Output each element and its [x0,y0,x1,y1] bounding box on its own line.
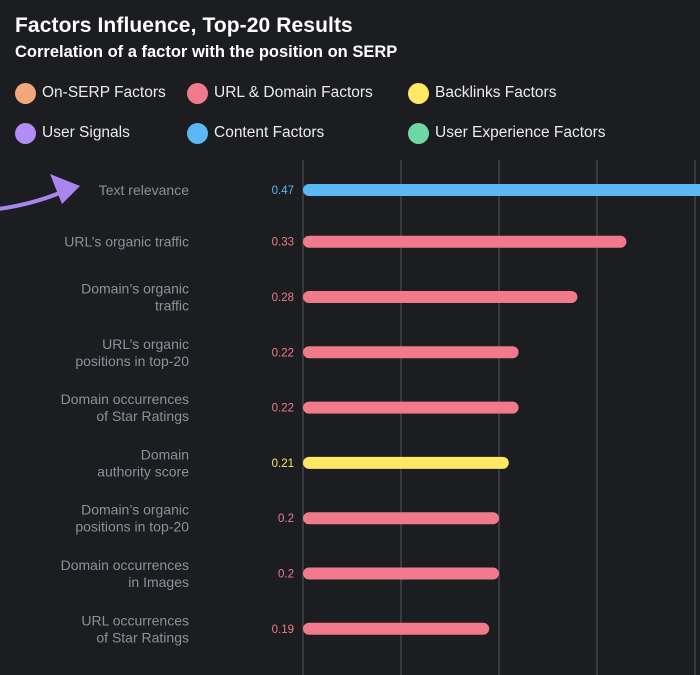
value-label: 0.21 [272,458,294,470]
category-label: Domain’s organic [81,281,189,297]
legend-item-content: Content Factors [187,122,324,144]
category-label: authority score [97,463,189,479]
category-label: Text relevance [99,182,189,198]
bar [303,456,509,469]
legend-label-content: Content Factors [214,124,325,141]
category-label: Domain’s organic [81,502,189,518]
value-label: 0.2 [278,513,294,525]
category-label: positions in top-20 [75,519,189,535]
bar [303,291,578,303]
category-label: traffic [155,298,189,314]
chart-subtitle: Correlation of a factor with the positio… [15,43,398,61]
bar [303,184,700,196]
bar [303,346,519,359]
bar [303,567,499,580]
value-label: 0.2 [278,569,294,581]
category-label: URL’s organic traffic [64,234,189,250]
chart-title: Factors Influence, Top-20 Results [15,14,353,37]
bar [303,512,499,525]
legend-label-on-serp: On-SERP Factors [42,84,166,101]
category-label: of Star Ratings [96,408,189,424]
legend-item-url-domain: URL & Domain Factors [187,82,373,104]
legend-label-user-signals: User Signals [42,124,130,141]
value-label: 0.22 [272,403,294,415]
value-label: 0.47 [272,185,294,197]
legend-label-backlinks: Backlinks Factors [435,84,557,101]
legend-swatch-on-serp [15,82,36,104]
category-label: Domain occurrences [61,391,189,407]
bar [303,622,490,635]
value-label: 0.22 [272,347,294,359]
highlight-arrow [0,174,80,211]
arrow-head [50,174,80,204]
legend-swatch-backlinks [408,82,429,104]
category-label: in Images [128,574,189,590]
value-label: 0.33 [272,237,294,249]
bar [303,401,519,414]
category-label: Domain [141,446,189,462]
legend-swatch-user-experience [408,122,429,144]
category-label: URL’s organic [102,336,189,352]
bar [303,235,627,248]
legend-swatch-content [187,122,208,144]
legend-swatch-user-signals [15,122,36,144]
category-label: positions in top-20 [75,353,189,369]
legend-label-url-domain: URL & Domain Factors [214,84,373,101]
legend-item-user-signals: User Signals [15,122,130,144]
category-label: of Star Ratings [96,629,189,645]
category-label: Domain occurrences [61,557,189,573]
value-label: 0.28 [272,292,294,304]
category-label: URL occurrences [81,612,189,628]
value-label: 0.19 [272,624,294,636]
arrow-shaft [0,190,64,211]
legend-swatch-url-domain [187,82,208,104]
legend-item-user-experience: User Experience Factors [408,122,606,144]
legend-label-user-experience: User Experience Factors [435,124,606,141]
legend-item-on-serp: On-SERP Factors [15,82,166,104]
legend-item-backlinks: Backlinks Factors [408,82,556,104]
